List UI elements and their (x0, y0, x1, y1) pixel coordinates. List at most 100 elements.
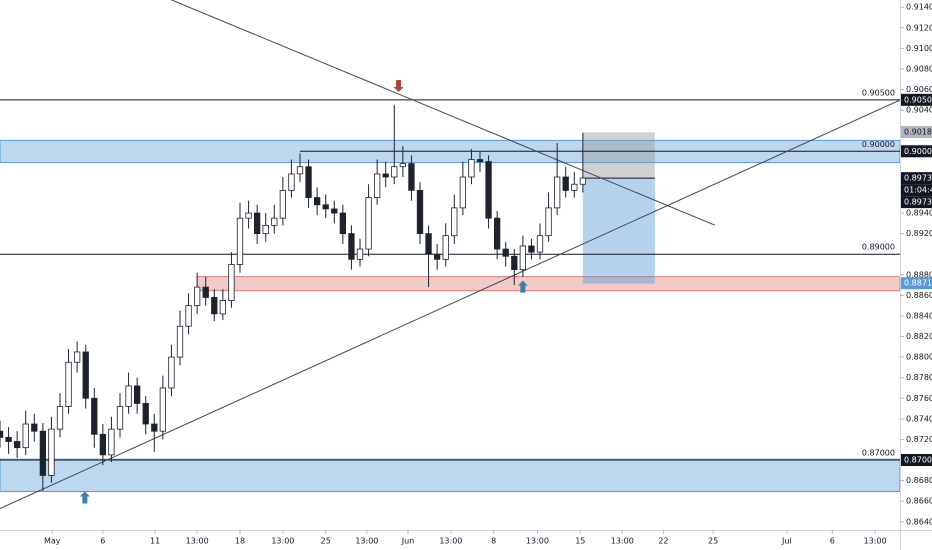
candle-body (125, 385, 132, 407)
candle-body (56, 406, 64, 430)
candle-body (116, 406, 124, 430)
candle-body (0, 430, 4, 438)
candle-body (193, 286, 201, 307)
candle-body (39, 430, 46, 476)
candle-body (228, 264, 235, 301)
level-label: 0.90500 (862, 88, 895, 97)
x-tick-label: 25 (708, 537, 718, 546)
candle-body (99, 433, 107, 456)
candle-body (348, 233, 355, 260)
countdown-label: 01:04:40 (904, 186, 932, 195)
candle-body (271, 217, 278, 226)
candle-body (91, 397, 98, 435)
candle-body (22, 423, 29, 449)
candle-body (459, 176, 467, 209)
candle-body (562, 176, 569, 191)
candle-body (236, 217, 244, 265)
candle-body (365, 197, 372, 250)
candle-body (579, 177, 586, 185)
level-label: 0.90000 (862, 140, 895, 149)
target-area (582, 178, 655, 284)
trend-line (170, 0, 716, 226)
x-tick-label: 13:00 (526, 537, 549, 546)
candle-body (151, 423, 158, 432)
candle-body (65, 361, 72, 407)
zone (196, 276, 900, 292)
candle-body (331, 208, 338, 214)
y-tick-label: 0.86400 (906, 517, 932, 526)
x-tick-label: 6 (830, 537, 835, 546)
axis-price-label-box (901, 93, 932, 106)
candle-body (176, 325, 184, 358)
candle-body (408, 163, 415, 191)
plot-area: 0.90500 0.90000 0.89000 0.87000 (0, 0, 900, 510)
candle-body (451, 207, 458, 237)
candle-body (82, 351, 89, 399)
candle-body (31, 423, 38, 432)
x-tick-label: 6 (100, 537, 105, 546)
x-tick-label: 18 (235, 537, 245, 546)
x-tick-label: 13:00 (611, 537, 634, 546)
candle-body (108, 428, 115, 456)
axis-price-label-box (901, 196, 932, 209)
candle-body (511, 255, 518, 271)
zone (0, 458, 900, 493)
axis-price-label-box (901, 277, 932, 290)
axis-price-label: 0.89739 (904, 174, 932, 183)
candle-body (528, 245, 535, 253)
arrow (517, 280, 528, 293)
candle-body (339, 212, 347, 235)
candle-body (262, 224, 269, 235)
x-tick-label: 13:00 (271, 537, 294, 546)
level-label: 0.87000 (862, 449, 895, 458)
candle-body (391, 166, 398, 178)
axis-price-label: 0.88718 (904, 279, 932, 288)
candle-body (485, 161, 492, 219)
candle-body (279, 189, 287, 219)
axis-price-label-box (901, 454, 932, 467)
candle-body (416, 189, 424, 235)
axis-price-label-box (901, 172, 932, 185)
candle-body (313, 197, 321, 206)
candle-body (5, 436, 12, 442)
axis-price-label: 0.87000 (904, 456, 932, 465)
candle-body (476, 159, 484, 162)
candle-body (185, 305, 192, 327)
x-tick-label: 8 (491, 537, 496, 546)
candle-body (356, 248, 364, 260)
axis-price-label-box (901, 126, 932, 139)
candle-body (74, 351, 81, 363)
candle-body (382, 173, 389, 178)
candle-body (48, 428, 55, 476)
candle-body (296, 166, 304, 175)
candle-body (571, 183, 578, 191)
x-tick-label: 11 (150, 537, 160, 546)
candle-body (305, 166, 312, 198)
x-tick-label: 13:00 (864, 537, 887, 546)
candle-body (159, 387, 167, 432)
x-tick-label: 15 (575, 537, 585, 546)
x-tick-label: 22 (658, 537, 668, 546)
arrow (393, 80, 404, 93)
candle-body (142, 403, 149, 425)
candle-body (468, 159, 475, 178)
stop-area (582, 132, 655, 179)
trend-line (0, 99, 900, 510)
